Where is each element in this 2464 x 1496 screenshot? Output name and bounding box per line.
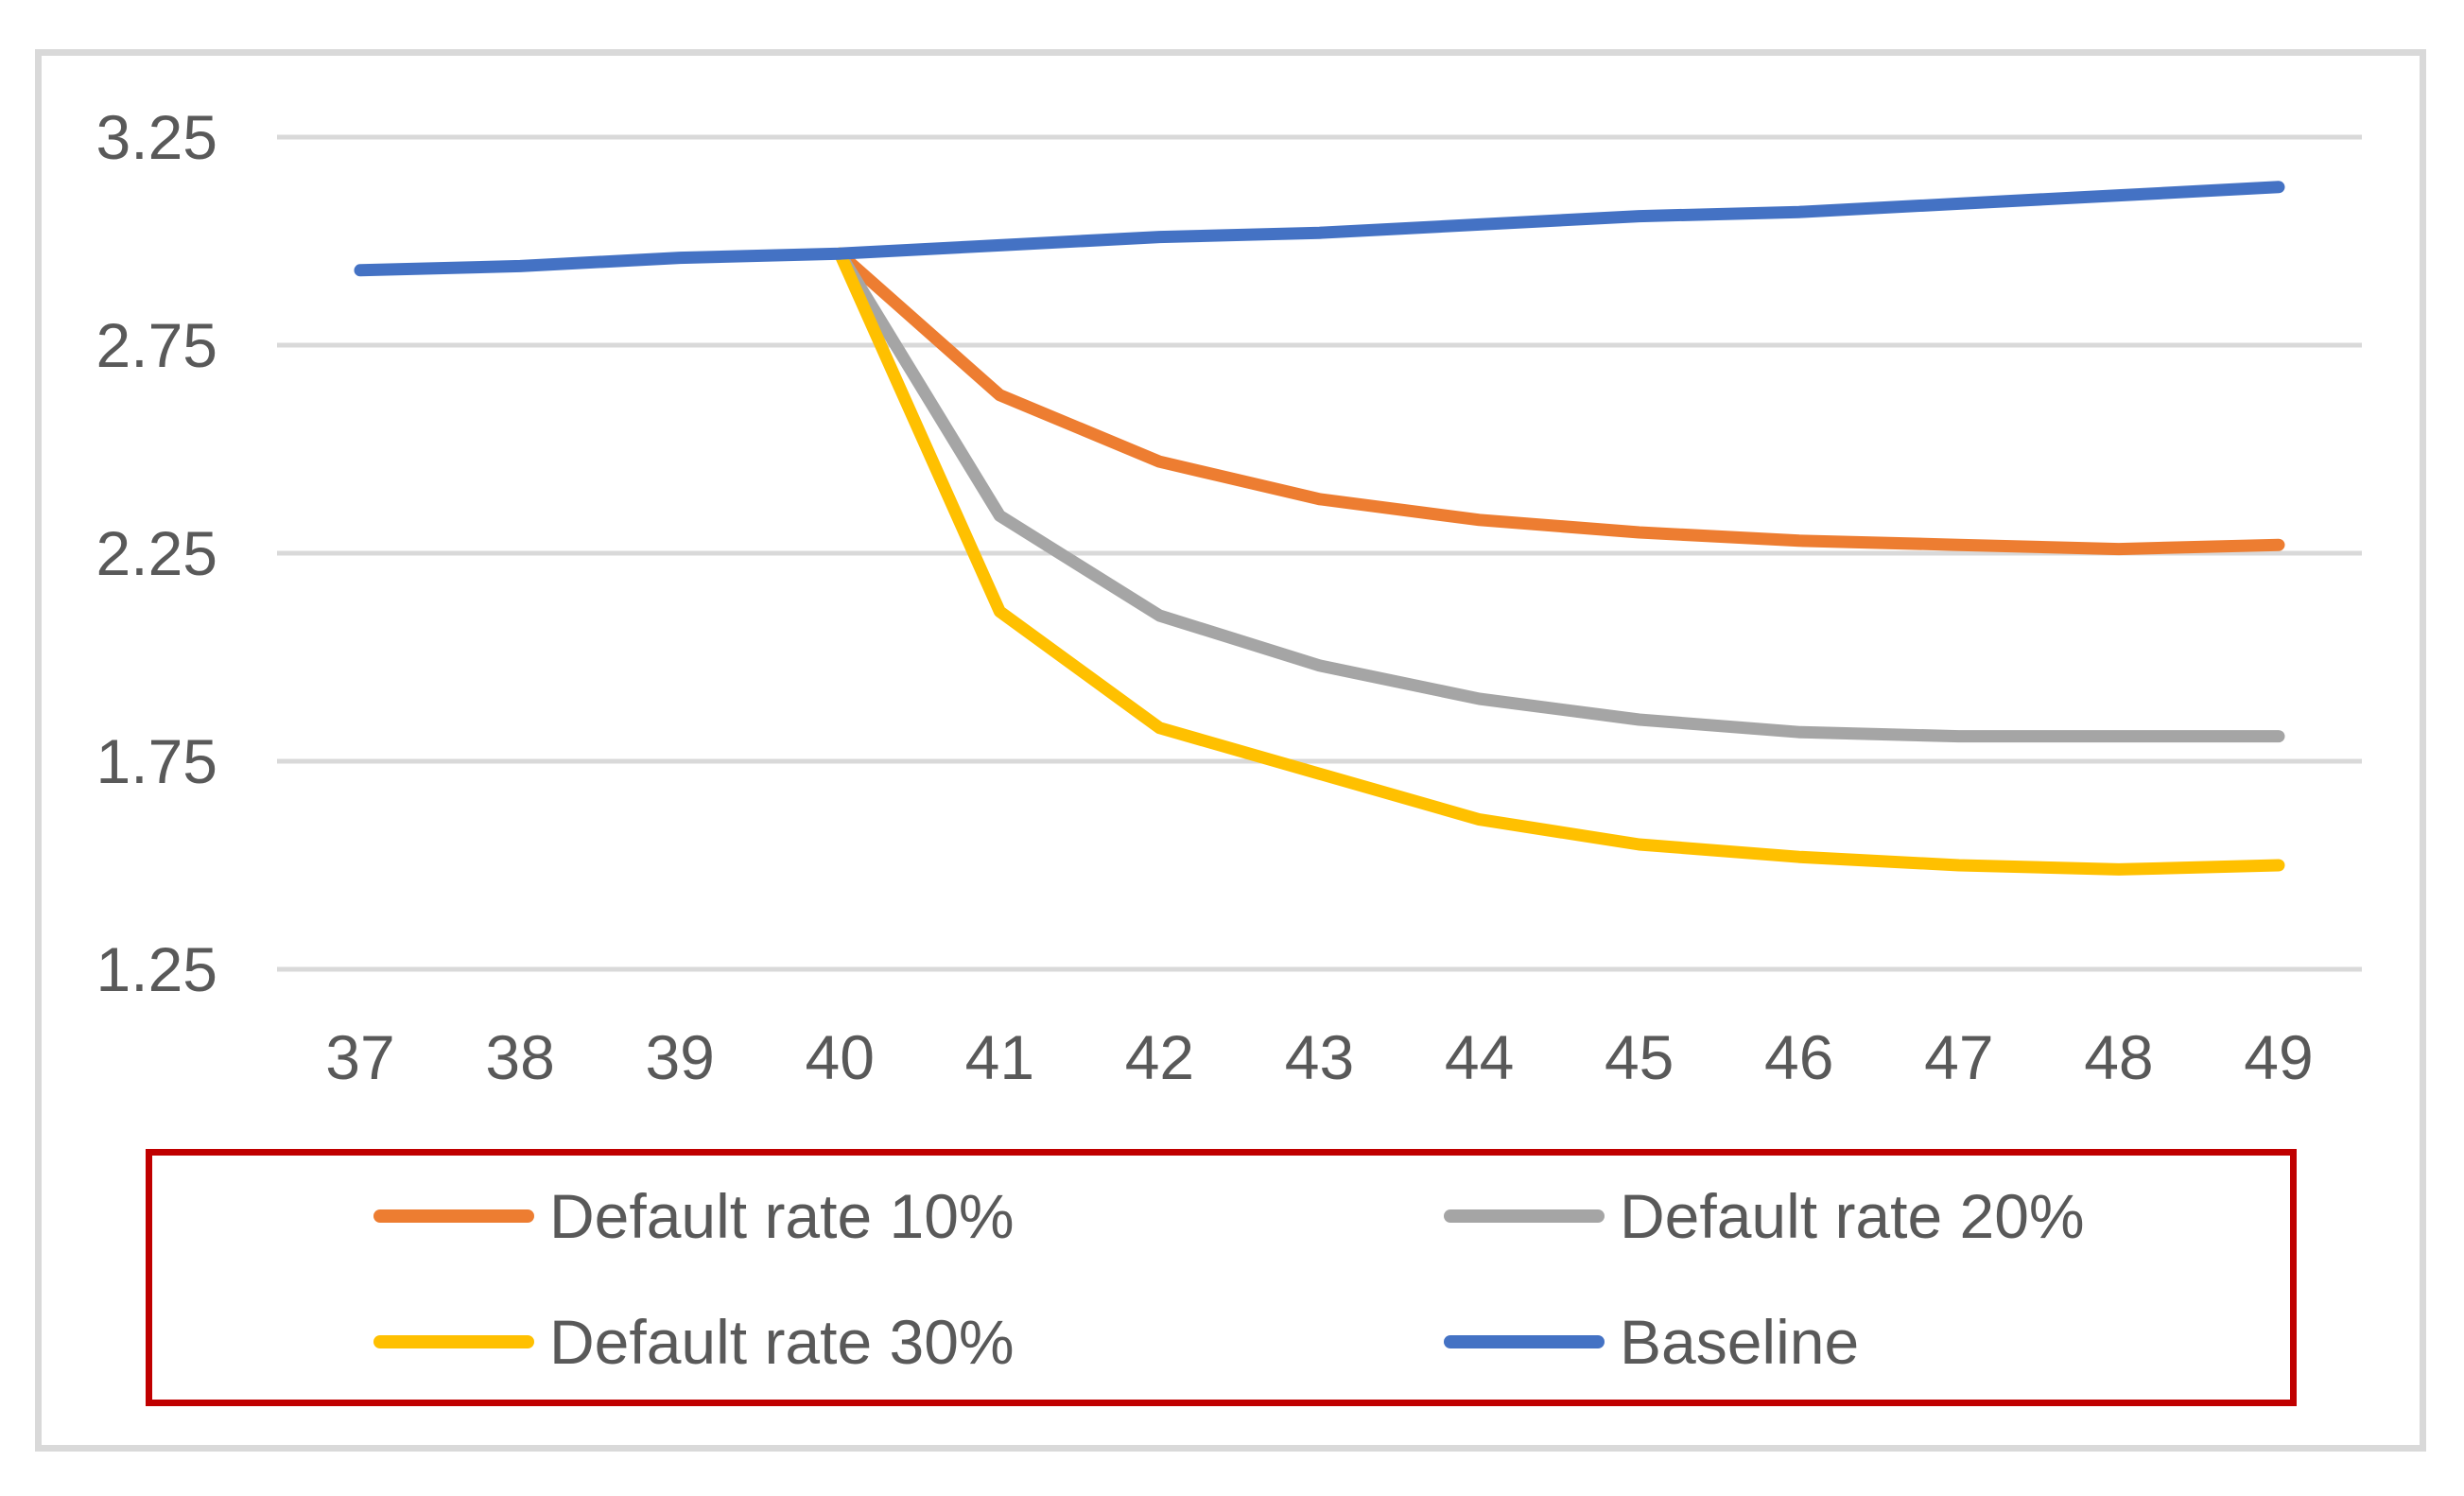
legend-label-default-rate-20: Default rate 20% xyxy=(1620,1181,2085,1251)
legend-item-default-rate-20: Default rate 20% xyxy=(1444,1178,2085,1254)
y-axis-tick-label: 1.75 xyxy=(95,726,217,796)
x-axis-tick-label: 46 xyxy=(1764,1022,1834,1092)
series-line-default-rate-30- xyxy=(833,247,2285,876)
y-axis-tick-label: 3.25 xyxy=(95,102,217,172)
legend xyxy=(146,1149,2297,1406)
x-axis-tick-label: 48 xyxy=(2084,1022,2154,1092)
x-axis-tick-label: 44 xyxy=(1444,1022,1515,1092)
legend-label-default-rate-10: Default rate 10% xyxy=(549,1181,1015,1251)
x-axis-tick-label: 41 xyxy=(964,1022,1035,1092)
series-line-default-rate-10- xyxy=(833,247,2285,556)
y-axis-tick-label: 1.25 xyxy=(95,934,217,1004)
legend-swatch-baseline xyxy=(1444,1335,1605,1348)
x-axis-tick-label: 38 xyxy=(485,1022,555,1092)
chart-border xyxy=(35,49,2426,1452)
legend-swatch-default-rate-20 xyxy=(1444,1209,1605,1223)
legend-item-default-rate-10: Default rate 10% xyxy=(373,1178,1015,1254)
x-axis-tick-label: 49 xyxy=(2244,1022,2314,1092)
series-line-default-rate-20- xyxy=(833,247,2285,743)
x-axis-tick-label: 45 xyxy=(1604,1022,1674,1092)
legend-swatch-default-rate-30 xyxy=(373,1335,534,1348)
series-line-baseline xyxy=(354,181,2285,277)
legend-item-default-rate-30: Default rate 30% xyxy=(373,1304,1015,1380)
x-axis-tick-label: 43 xyxy=(1284,1022,1355,1092)
y-axis-tick-label: 2.25 xyxy=(95,518,217,588)
legend-swatch-default-rate-10 xyxy=(373,1209,534,1223)
legend-item-baseline: Baseline xyxy=(1444,1304,1859,1380)
x-axis-tick-label: 37 xyxy=(325,1022,395,1092)
x-axis-tick-label: 47 xyxy=(1924,1022,1994,1092)
x-axis-tick-label: 42 xyxy=(1124,1022,1195,1092)
x-axis-tick-label: 40 xyxy=(805,1022,875,1092)
x-axis-tick-label: 39 xyxy=(645,1022,715,1092)
legend-label-baseline: Baseline xyxy=(1620,1307,1860,1377)
legend-label-default-rate-30: Default rate 30% xyxy=(549,1307,1015,1377)
y-axis-tick-label: 2.75 xyxy=(95,310,217,380)
